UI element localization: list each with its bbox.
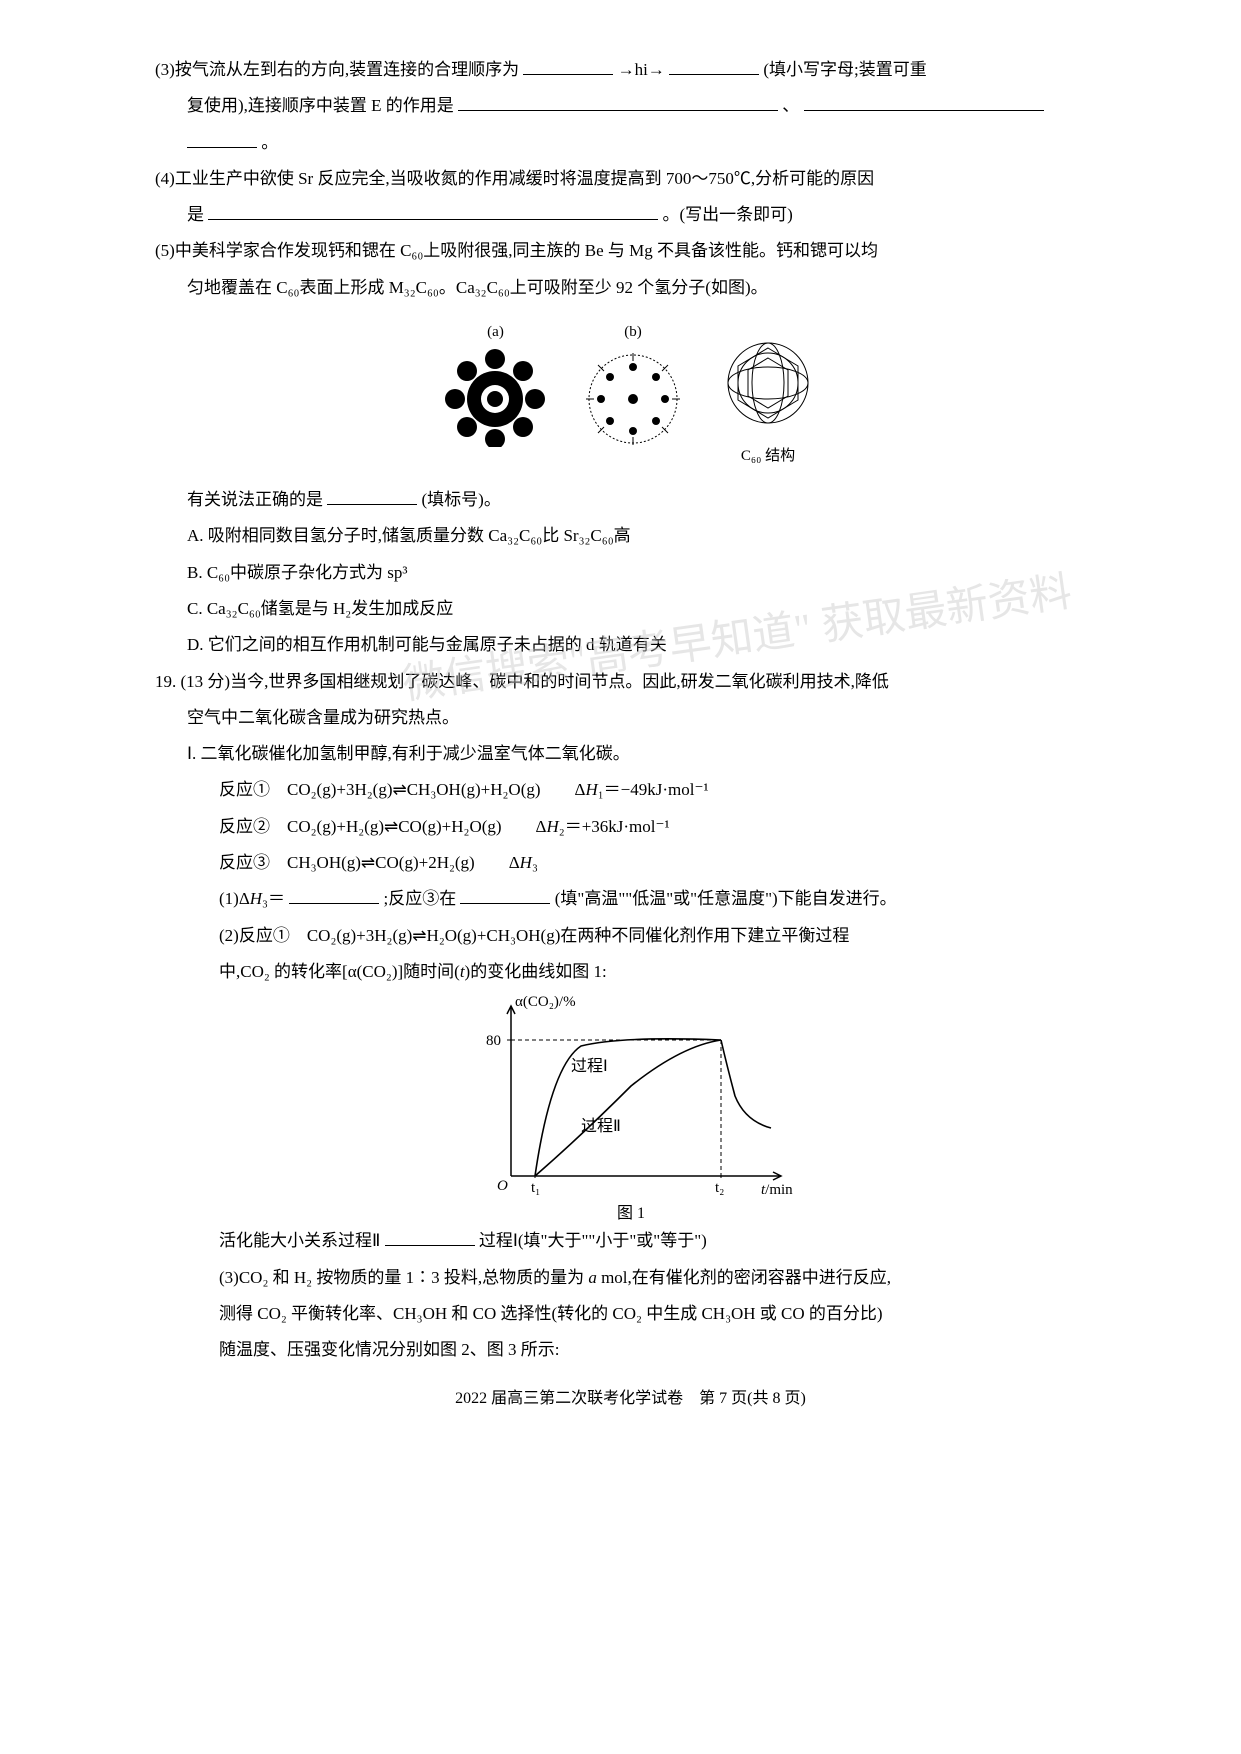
r2-H: H: [546, 817, 558, 836]
fig-a: (a): [443, 318, 548, 470]
chart-caption: 图 1: [616, 1205, 644, 1221]
r3-H: H: [520, 853, 532, 872]
q5-prompt: 有关说法正确的是 (填标号)。: [155, 484, 1106, 516]
q5-figures: (a) (b): [155, 318, 1106, 470]
q19-I: Ⅰ. 二氧化碳催化加氢制甲醇,有利于减少温室气体二氧化碳。: [155, 738, 1106, 770]
origin-O: O: [497, 1178, 508, 1194]
p1-c: ;反应③在: [383, 889, 456, 908]
blank[interactable]: [289, 885, 379, 905]
fig-c-label: C₆₀ 结构: [718, 442, 818, 471]
exam-page: 微信搜索"高考早知道" 获取最新资料 (3)按气流从左到右的方向,装置连接的合理…: [0, 0, 1241, 1754]
chart-fig1: 80 过程Ⅰ 过程Ⅱ α(CO₂)/% O t₁ t₂ t/min 图 1: [451, 996, 811, 1221]
q5-optD: D. 它们之间的相互作用机制可能与金属原子未占据的 d 轨道有关: [155, 629, 1106, 661]
q4-line2-tail: 。(写出一条即可): [663, 205, 793, 224]
q19-p2b: 中,CO₂ 的转化率[α(CO₂)]随时间(t)的变化曲线如图 1:: [155, 956, 1106, 988]
q5-optC: C. Ca₃₂C₆₀储氢是与 H₂发生加成反应: [155, 593, 1106, 625]
q3-text-a: (3)按气流从左到右的方向,装置连接的合理顺序为: [155, 60, 519, 79]
curve1-label: 过程Ⅰ: [571, 1057, 608, 1075]
q19-p1: (1)ΔH₃＝ ;反应③在 (填"高温""低温"或"任意温度")下能自发进行。: [155, 883, 1106, 915]
q4-line2-a: 是: [187, 205, 204, 224]
p1-b: ₃＝: [262, 889, 285, 908]
blank[interactable]: [460, 885, 550, 905]
q19-r3: 反应③ CH₃OH(g)⇌CO(g)+2H₂(g) ΔH₃: [155, 847, 1106, 879]
x-axis-label: t/min: [761, 1182, 793, 1198]
fig-b-label: (b): [578, 318, 688, 347]
xtick-t2: t₂: [715, 1180, 724, 1196]
blank[interactable]: [327, 485, 417, 505]
r3-a: 反应③ CH₃OH(g)⇌CO(g)+2H₂(g) Δ: [219, 853, 520, 872]
ytick-80: 80: [486, 1033, 501, 1049]
blank[interactable]: [208, 201, 658, 221]
p2-c: )的变化曲线如图 1:: [465, 962, 607, 981]
q5-optB: B. C₆₀中碳原子杂化方式为 sp³: [155, 557, 1106, 589]
q3-line1: (3)按气流从左到右的方向,装置连接的合理顺序为 →hi→ (填小写字母;装置可…: [155, 54, 1106, 86]
r1-H: H: [585, 780, 597, 799]
q4-line1: (4)工业生产中欲使 Sr 反应完全,当吸收氮的作用减缓时将温度提高到 700～…: [155, 163, 1106, 195]
q3-line2-a: 复使用),连接顺序中装置 E 的作用是: [187, 96, 454, 115]
q3-sep: 、: [782, 96, 799, 115]
q19-r2: 反应② CO₂(g)+H₂(g)⇌CO(g)+H₂O(g) ΔH₂＝+36kJ·…: [155, 811, 1106, 843]
fig-a-label: (a): [443, 318, 548, 347]
blank[interactable]: [458, 92, 778, 112]
p3-a: (3)CO₂ 和 H₂ 按物质的量 1∶3 投料,总物质的量为: [219, 1268, 588, 1287]
p1-d: (填"高温""低温"或"任意温度")下能自发进行。: [555, 889, 897, 908]
q19-p3c: 随温度、压强变化情况分别如图 2、图 3 所示:: [155, 1334, 1106, 1366]
q4-line2: 是 。(写出一条即可): [155, 199, 1106, 231]
curve2-label: 过程Ⅱ: [581, 1117, 621, 1135]
q5-line1: (5)中美科学家合作发现钙和锶在 C₆₀上吸附很强,同主族的 Be 与 Mg 不…: [155, 235, 1106, 267]
q3-line3: 。: [155, 127, 1106, 159]
q19-p2-act: 活化能大小关系过程Ⅱ 过程Ⅰ(填"大于""小于"或"等于"): [155, 1225, 1106, 1257]
p3-a2: mol,在有催化剂的密闭容器中进行反应,: [597, 1268, 891, 1287]
blank[interactable]: [187, 128, 257, 148]
p2-act-a: 活化能大小关系过程Ⅱ: [219, 1231, 380, 1250]
q5-optA: A. 吸附相同数目氢分子时,储氢质量分数 Ca₃₂C₆₀比 Sr₃₂C₆₀高: [155, 520, 1106, 552]
molecule-b-icon: [578, 347, 688, 447]
c60-icon: [718, 336, 818, 431]
q19-head2: 空气中二氧化碳含量成为研究热点。: [155, 702, 1106, 734]
r1-tail: ₁＝−49kJ·mol⁻¹: [598, 780, 709, 799]
q19-p3b: 测得 CO₂ 平衡转化率、CH₃OH 和 CO 选择性(转化的 CO₂ 中生成 …: [155, 1298, 1106, 1330]
xtick-t1: t₁: [531, 1180, 540, 1196]
q3-end: 。: [261, 133, 278, 152]
q5-prompt-a: 有关说法正确的是: [187, 490, 323, 509]
q5-prompt-b: (填标号)。: [422, 490, 501, 509]
blank[interactable]: [385, 1227, 475, 1247]
q5-line2: 匀地覆盖在 C₆₀表面上形成 M₃₂C₆₀。Ca₃₂C₆₀上可吸附至少 92 个…: [155, 272, 1106, 304]
blank[interactable]: [669, 55, 759, 75]
q19-r1: 反应① CO₂(g)+3H₂(g)⇌CH₃OH(g)+H₂O(g) ΔH₁＝−4…: [155, 774, 1106, 806]
r2-tail: ₂＝+36kJ·mol⁻¹: [559, 817, 670, 836]
p3-a-it: a: [588, 1268, 597, 1287]
molecule-a-icon: [443, 347, 548, 447]
page-footer: 2022 届高三第二次联考化学试卷 第 7 页(共 8 页): [155, 1384, 1106, 1414]
blank[interactable]: [804, 92, 1044, 112]
fig-b: (b): [578, 318, 688, 470]
fig-c: C₆₀ 结构: [718, 318, 818, 470]
q19-p2a: (2)反应① CO₂(g)+3H₂(g)⇌H₂O(g)+CH₃OH(g)在两种不…: [155, 920, 1106, 952]
q3-tail: (填小写字母;装置可重: [763, 60, 926, 79]
p2-act-b: 过程Ⅰ(填"大于""小于"或"等于"): [479, 1231, 707, 1250]
blank[interactable]: [523, 55, 613, 75]
q19-p3a: (3)CO₂ 和 H₂ 按物质的量 1∶3 投料,总物质的量为 a mol,在有…: [155, 1262, 1106, 1294]
r3-tail: ₃: [532, 853, 538, 872]
p1-H: H: [250, 889, 262, 908]
p2-b: 中,CO₂ 的转化率[α(CO₂)]随时间(: [219, 962, 460, 981]
r1-a: 反应① CO₂(g)+3H₂(g)⇌CH₃OH(g)+H₂O(g) Δ: [219, 780, 585, 799]
p1-a: (1)Δ: [219, 889, 250, 908]
r2-a: 反应② CO₂(g)+H₂(g)⇌CO(g)+H₂O(g) Δ: [219, 817, 546, 836]
y-axis-label: α(CO₂)/%: [515, 996, 576, 1010]
q3-line2: 复使用),连接顺序中装置 E 的作用是 、: [155, 90, 1106, 122]
q3-mid: →hi→: [618, 60, 665, 79]
q19-head: 19. (13 分)当今,世界多国相继规划了碳达峰、碳中和的时间节点。因此,研发…: [155, 666, 1106, 698]
